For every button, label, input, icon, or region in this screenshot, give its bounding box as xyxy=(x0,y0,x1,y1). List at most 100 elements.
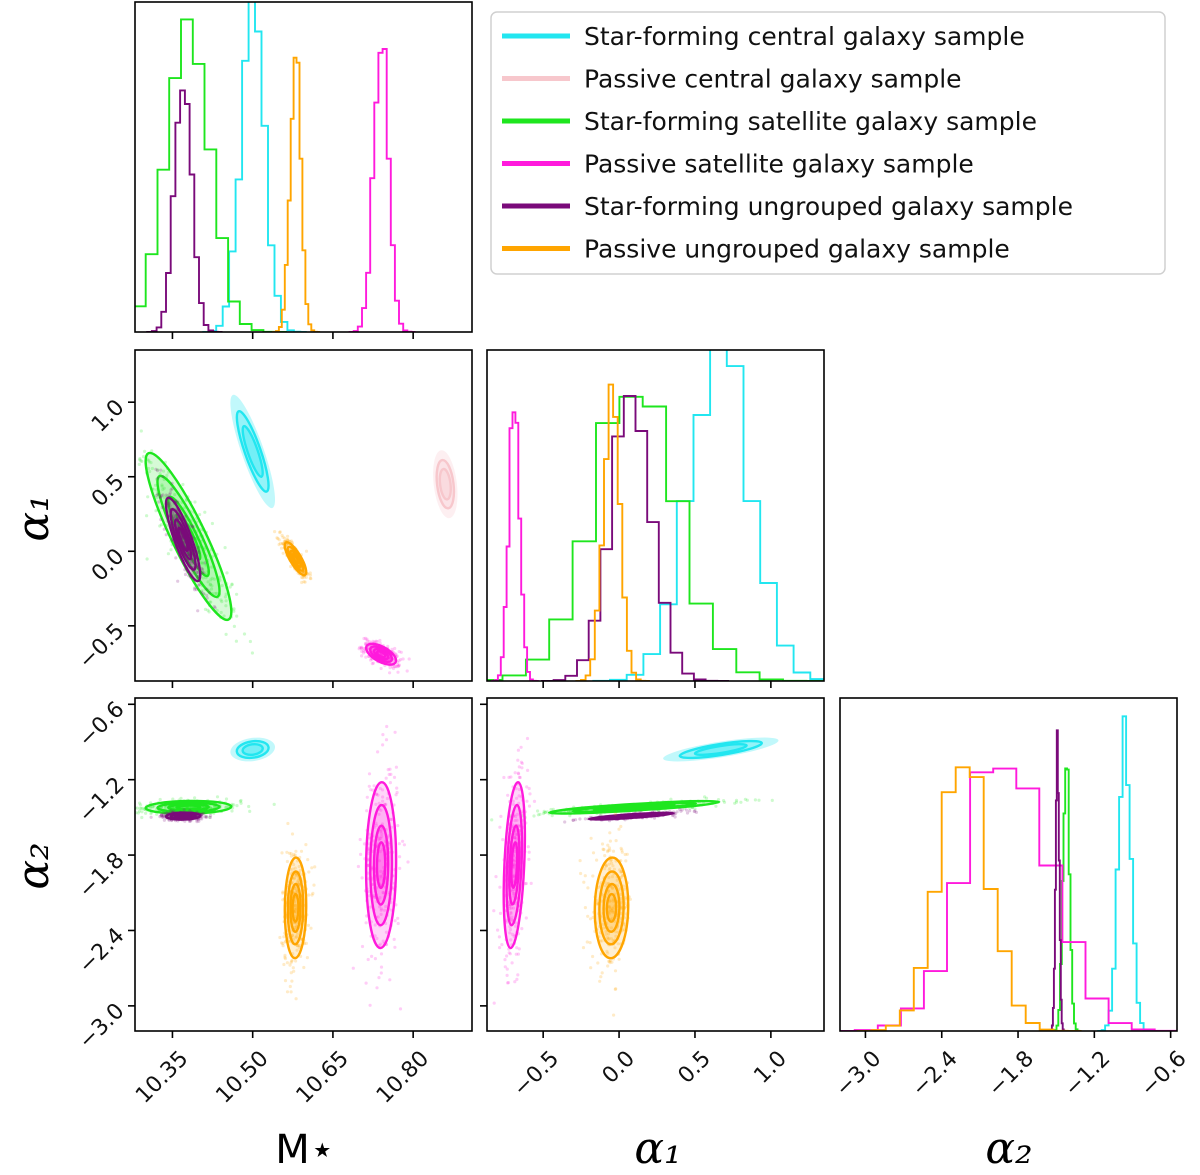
sample-point xyxy=(379,907,383,911)
sample-point xyxy=(600,899,604,903)
sample-point xyxy=(372,893,376,898)
contour-M-a1-series-3-level-0 xyxy=(364,642,398,666)
sample-point xyxy=(394,652,398,656)
sample-point xyxy=(290,933,294,937)
sample-point xyxy=(503,965,507,969)
sample-point xyxy=(381,890,385,895)
sample-point xyxy=(527,804,532,808)
sample-point xyxy=(524,916,528,920)
sample-point xyxy=(176,579,180,583)
sample-point xyxy=(234,639,238,643)
panel-2d-M-a1: −0.5 0.0 0.5 1.0 xyxy=(74,334,473,688)
sample-point xyxy=(501,838,505,842)
sample-point xyxy=(527,857,531,862)
contour-M-a1-series-5-level-1 xyxy=(286,545,305,572)
sample-point xyxy=(230,583,234,587)
sample-point xyxy=(166,552,170,556)
sample-point xyxy=(294,874,298,878)
sample-point xyxy=(398,1007,403,1011)
sample-point xyxy=(160,812,164,817)
sample-point xyxy=(171,511,175,515)
sample-point xyxy=(289,852,293,856)
sample-point xyxy=(588,917,593,921)
sample-point xyxy=(367,772,372,776)
sample-point xyxy=(519,760,524,764)
sample-point xyxy=(374,792,378,796)
sample-point xyxy=(543,810,548,815)
sample-point xyxy=(610,909,614,913)
sample-point xyxy=(378,786,382,791)
sample-point xyxy=(378,850,382,854)
sample-point xyxy=(179,796,183,801)
sample-point xyxy=(182,506,187,510)
sample-point xyxy=(391,666,396,671)
sample-point xyxy=(302,580,306,584)
sample-point xyxy=(496,928,500,932)
sample-point xyxy=(310,866,314,870)
sample-point xyxy=(608,899,613,903)
sample-point xyxy=(377,838,381,842)
sample-point xyxy=(275,536,279,540)
sample-point xyxy=(401,657,405,661)
sample-point xyxy=(607,889,611,893)
sample-point xyxy=(201,592,206,596)
sample-point xyxy=(509,910,513,914)
sample-point xyxy=(605,936,610,940)
sample-point xyxy=(377,859,382,863)
sample-point xyxy=(224,599,228,603)
sample-point xyxy=(309,926,313,930)
sample-point xyxy=(384,802,388,807)
hist-M-series-2 xyxy=(135,18,287,332)
hist-a2-series-4 xyxy=(1049,729,1066,1031)
axis-labels: M⋆ α₁ α₂ α₁ α₂ xyxy=(8,494,1033,1174)
hist-a2-series-3 xyxy=(840,767,1177,1031)
sample-point xyxy=(514,921,518,925)
sample-point xyxy=(395,663,399,667)
sample-point xyxy=(161,815,165,819)
sample-point xyxy=(514,815,518,819)
sample-point xyxy=(223,595,227,599)
sample-point xyxy=(289,990,293,994)
sample-point xyxy=(611,886,615,890)
sample-point xyxy=(607,909,611,913)
sample-point xyxy=(367,849,371,853)
hist-M-series-3 xyxy=(348,48,416,332)
sample-point xyxy=(196,549,200,553)
sample-point xyxy=(605,949,609,953)
sample-point xyxy=(608,958,613,962)
sample-point xyxy=(379,829,383,834)
sample-point xyxy=(381,733,385,737)
sample-point xyxy=(130,424,133,427)
sample-point xyxy=(512,859,516,863)
sample-point xyxy=(362,842,367,846)
sample-point xyxy=(609,937,614,941)
sample-point xyxy=(210,576,214,580)
sample-point xyxy=(248,809,252,814)
sample-point xyxy=(607,862,611,866)
sample-point xyxy=(310,893,314,897)
sample-point xyxy=(618,868,622,872)
sample-point xyxy=(510,932,515,937)
sample-point xyxy=(371,661,375,665)
sample-point xyxy=(293,903,297,907)
sample-point xyxy=(294,909,298,913)
sample-point xyxy=(372,895,376,900)
sample-point xyxy=(290,959,294,963)
hist-a1-series-2 xyxy=(487,395,824,681)
sample-point xyxy=(169,809,173,813)
frame-hist-M xyxy=(134,1,473,333)
sample-point xyxy=(610,886,614,890)
sample-point xyxy=(612,867,617,871)
sample-point xyxy=(304,843,308,847)
sample-point xyxy=(164,493,168,497)
sample-point xyxy=(79,334,82,337)
sample-point xyxy=(215,795,220,799)
sample-point xyxy=(390,665,395,669)
sample-point xyxy=(519,745,523,749)
xtick-label-a1-3: 1.0 xyxy=(749,1046,791,1088)
sample-point xyxy=(379,971,383,975)
hist-a1-series-5 xyxy=(575,383,650,681)
sample-point xyxy=(608,959,612,963)
sample-point xyxy=(374,823,379,827)
sample-point xyxy=(151,805,155,809)
